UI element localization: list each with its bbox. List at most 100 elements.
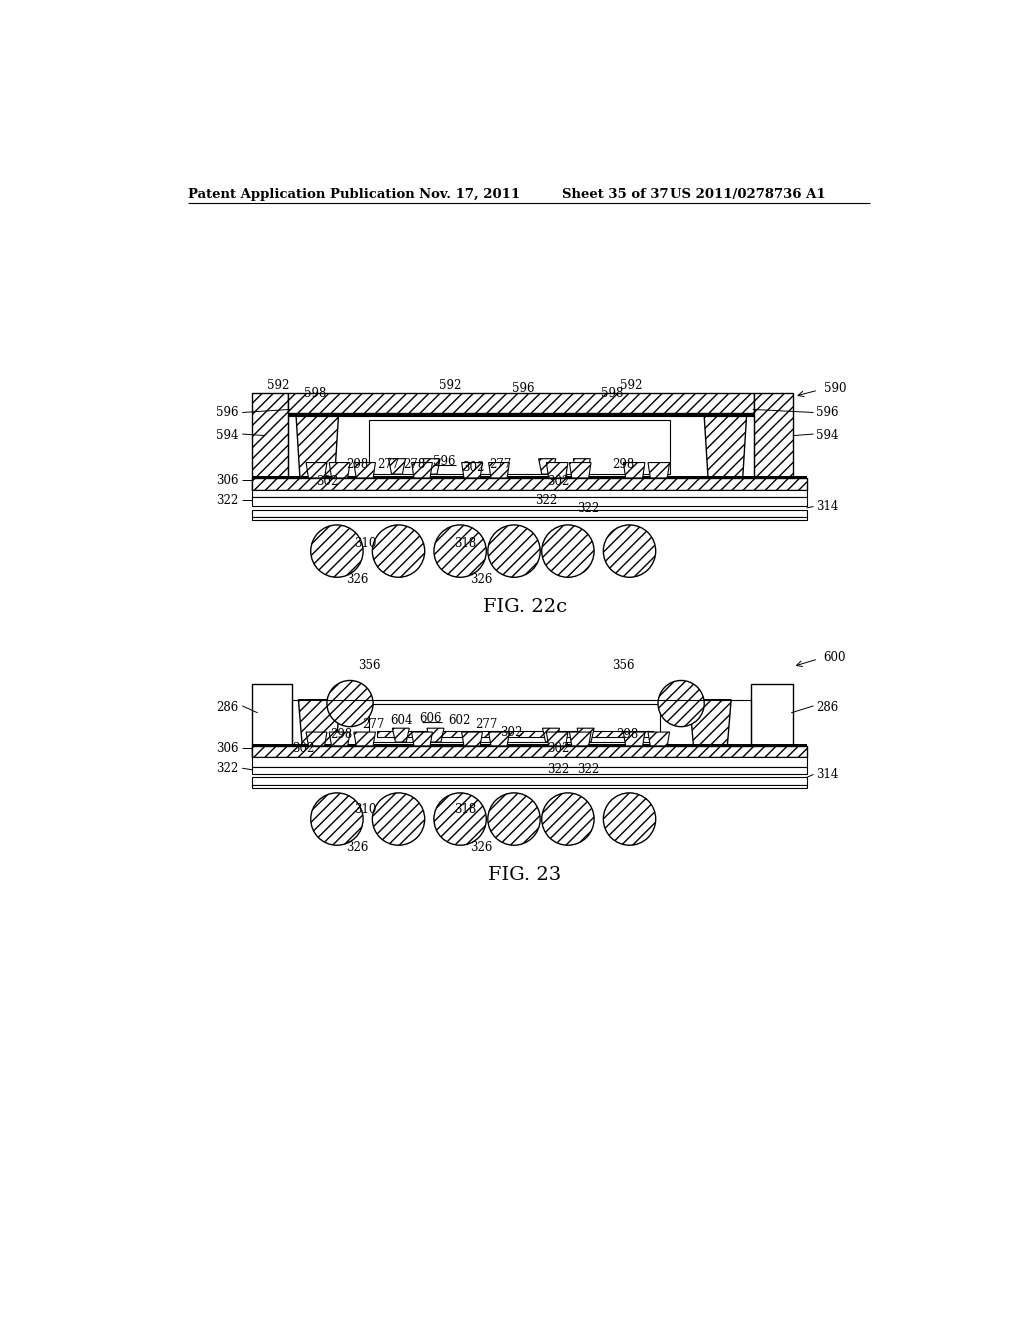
Polygon shape xyxy=(648,733,670,746)
Polygon shape xyxy=(547,733,568,746)
Polygon shape xyxy=(296,416,339,478)
Text: 302: 302 xyxy=(547,742,569,755)
Circle shape xyxy=(603,525,655,577)
Polygon shape xyxy=(354,733,376,746)
Text: 596: 596 xyxy=(816,407,839,418)
Polygon shape xyxy=(755,393,793,490)
Polygon shape xyxy=(488,462,509,478)
Polygon shape xyxy=(624,462,645,478)
Text: 356: 356 xyxy=(612,659,635,672)
Text: 277: 277 xyxy=(489,458,511,471)
Text: 302: 302 xyxy=(501,726,523,739)
Text: 326: 326 xyxy=(470,841,493,854)
Polygon shape xyxy=(427,729,444,742)
Text: 314: 314 xyxy=(816,500,839,513)
Text: 322: 322 xyxy=(536,494,557,507)
Bar xyxy=(252,478,807,490)
Circle shape xyxy=(373,525,425,577)
Polygon shape xyxy=(578,729,594,742)
Text: 590: 590 xyxy=(823,381,846,395)
Text: 318: 318 xyxy=(455,537,476,550)
Polygon shape xyxy=(624,733,645,746)
Text: 326: 326 xyxy=(346,573,369,586)
Polygon shape xyxy=(412,733,432,746)
Bar xyxy=(252,389,807,520)
Circle shape xyxy=(310,525,364,577)
Bar xyxy=(289,412,755,416)
Circle shape xyxy=(658,681,705,726)
Bar xyxy=(289,416,755,478)
Text: 602: 602 xyxy=(449,714,471,727)
Text: 302: 302 xyxy=(293,742,315,755)
Text: 322: 322 xyxy=(547,763,569,776)
Circle shape xyxy=(310,793,364,845)
Text: 286: 286 xyxy=(216,701,239,714)
Text: 592: 592 xyxy=(267,379,290,392)
Text: 322: 322 xyxy=(578,763,600,776)
Text: 596: 596 xyxy=(512,381,535,395)
Polygon shape xyxy=(462,733,482,746)
Polygon shape xyxy=(306,462,327,478)
Text: FIG. 22c: FIG. 22c xyxy=(482,598,567,615)
Bar xyxy=(252,777,807,785)
Text: Patent Application Publication: Patent Application Publication xyxy=(188,187,415,201)
Text: 592: 592 xyxy=(620,379,642,392)
Polygon shape xyxy=(648,462,670,478)
Circle shape xyxy=(327,681,373,726)
Polygon shape xyxy=(569,733,591,746)
Text: 302: 302 xyxy=(462,462,484,474)
Bar xyxy=(252,510,807,517)
Bar xyxy=(752,684,793,758)
Polygon shape xyxy=(462,462,482,478)
Polygon shape xyxy=(354,462,376,478)
Text: 277: 277 xyxy=(361,718,384,731)
Polygon shape xyxy=(298,700,340,746)
Text: 310: 310 xyxy=(354,803,377,816)
Text: US 2011/0278736 A1: US 2011/0278736 A1 xyxy=(670,187,825,201)
Bar xyxy=(252,743,807,747)
Bar xyxy=(252,758,807,767)
Polygon shape xyxy=(488,733,509,746)
Circle shape xyxy=(434,525,486,577)
Bar xyxy=(252,475,807,479)
Bar xyxy=(370,704,660,742)
Text: FIG. 23: FIG. 23 xyxy=(488,866,561,883)
Text: 306: 306 xyxy=(216,474,239,487)
Text: 594: 594 xyxy=(216,429,239,442)
Polygon shape xyxy=(569,462,591,478)
Bar xyxy=(252,684,292,758)
Text: 302: 302 xyxy=(547,475,569,488)
Bar xyxy=(252,746,807,758)
Text: 277: 277 xyxy=(475,718,498,731)
Bar xyxy=(252,785,807,788)
Text: 298: 298 xyxy=(346,458,369,471)
Text: 306: 306 xyxy=(216,742,239,755)
Text: 310: 310 xyxy=(354,537,377,550)
Polygon shape xyxy=(689,700,731,746)
Polygon shape xyxy=(539,459,556,474)
Text: 322: 322 xyxy=(216,494,239,507)
Text: 594: 594 xyxy=(816,429,839,442)
Text: 322: 322 xyxy=(216,762,239,775)
Text: 298: 298 xyxy=(331,727,352,741)
Polygon shape xyxy=(306,733,327,746)
Text: 606: 606 xyxy=(420,713,442,726)
Polygon shape xyxy=(547,462,568,478)
Text: 596: 596 xyxy=(433,455,456,469)
Text: 600: 600 xyxy=(823,651,846,664)
Circle shape xyxy=(542,525,594,577)
Text: 277: 277 xyxy=(377,458,399,471)
Polygon shape xyxy=(392,729,410,742)
Polygon shape xyxy=(252,393,289,490)
Polygon shape xyxy=(543,729,559,742)
Polygon shape xyxy=(388,459,406,474)
Text: 326: 326 xyxy=(346,841,369,854)
Text: Nov. 17, 2011: Nov. 17, 2011 xyxy=(419,187,520,201)
Text: 298: 298 xyxy=(616,727,638,741)
Bar xyxy=(252,767,807,775)
Text: 318: 318 xyxy=(455,803,476,816)
Circle shape xyxy=(487,525,541,577)
Text: 604: 604 xyxy=(390,714,413,727)
Text: 286: 286 xyxy=(816,701,838,714)
Text: 278: 278 xyxy=(402,458,425,471)
